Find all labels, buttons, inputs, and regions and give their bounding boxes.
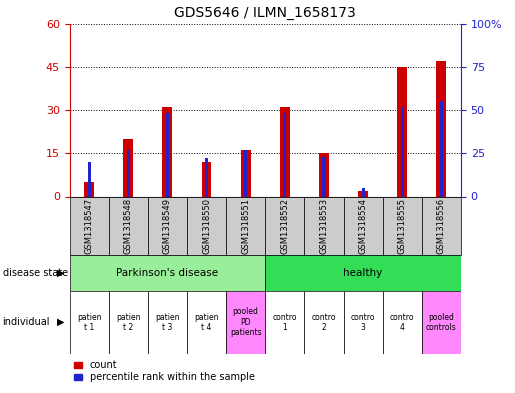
Bar <box>265 291 304 354</box>
Bar <box>383 291 422 354</box>
Bar <box>244 150 247 196</box>
Text: contro
2: contro 2 <box>312 312 336 332</box>
Text: GSM1318552: GSM1318552 <box>280 198 289 254</box>
Text: GSM1318549: GSM1318549 <box>163 198 172 254</box>
Bar <box>401 107 404 196</box>
Bar <box>422 291 461 354</box>
Bar <box>109 291 148 354</box>
Bar <box>205 158 208 196</box>
Text: ▶: ▶ <box>57 268 64 278</box>
Text: GSM1318551: GSM1318551 <box>241 198 250 254</box>
Legend: count, percentile rank within the sample: count, percentile rank within the sample <box>74 360 255 382</box>
Bar <box>422 196 461 255</box>
Bar <box>440 101 443 196</box>
Text: GSM1318548: GSM1318548 <box>124 198 133 254</box>
Text: GSM1318555: GSM1318555 <box>398 198 407 254</box>
Text: Parkinson's disease: Parkinson's disease <box>116 268 218 278</box>
Bar <box>226 196 265 255</box>
Bar <box>344 196 383 255</box>
Bar <box>383 196 422 255</box>
Bar <box>166 114 169 196</box>
Text: pooled
PD
patients: pooled PD patients <box>230 307 262 337</box>
Bar <box>148 196 187 255</box>
Title: GDS5646 / ILMN_1658173: GDS5646 / ILMN_1658173 <box>175 6 356 20</box>
Bar <box>344 291 383 354</box>
Bar <box>436 61 446 196</box>
Bar <box>280 107 290 196</box>
Text: GSM1318554: GSM1318554 <box>358 198 368 254</box>
Text: patien
t 2: patien t 2 <box>116 312 141 332</box>
Text: patien
t 3: patien t 3 <box>155 312 180 332</box>
Bar <box>283 114 286 196</box>
Bar <box>265 196 304 255</box>
Bar <box>322 157 325 196</box>
Bar <box>358 191 368 196</box>
Bar <box>163 107 172 196</box>
Text: disease state: disease state <box>3 268 67 278</box>
Bar <box>109 196 148 255</box>
Bar <box>70 196 109 255</box>
Text: GSM1318547: GSM1318547 <box>84 198 94 254</box>
Bar <box>304 291 344 354</box>
Bar <box>124 139 133 196</box>
Bar <box>148 291 187 354</box>
Bar <box>70 291 109 354</box>
Bar <box>241 151 250 196</box>
Text: contro
1: contro 1 <box>272 312 297 332</box>
Text: contro
4: contro 4 <box>390 312 415 332</box>
Bar <box>88 162 91 196</box>
Bar <box>319 153 329 196</box>
Text: ▶: ▶ <box>57 317 64 327</box>
Text: GSM1318553: GSM1318553 <box>319 198 329 254</box>
Text: contro
3: contro 3 <box>351 312 375 332</box>
Bar <box>265 255 461 291</box>
Bar <box>362 188 365 196</box>
Bar <box>70 255 265 291</box>
Bar <box>127 150 130 196</box>
Text: GSM1318556: GSM1318556 <box>437 198 446 254</box>
Bar <box>202 162 211 196</box>
Bar <box>187 196 226 255</box>
Text: patien
t 4: patien t 4 <box>194 312 219 332</box>
Text: pooled
controls: pooled controls <box>426 312 457 332</box>
Text: GSM1318550: GSM1318550 <box>202 198 211 254</box>
Bar <box>398 67 407 196</box>
Bar <box>187 291 226 354</box>
Text: individual: individual <box>3 317 50 327</box>
Text: patien
t 1: patien t 1 <box>77 312 101 332</box>
Text: healthy: healthy <box>344 268 383 278</box>
Bar <box>84 182 94 196</box>
Bar <box>226 291 265 354</box>
Bar <box>304 196 344 255</box>
